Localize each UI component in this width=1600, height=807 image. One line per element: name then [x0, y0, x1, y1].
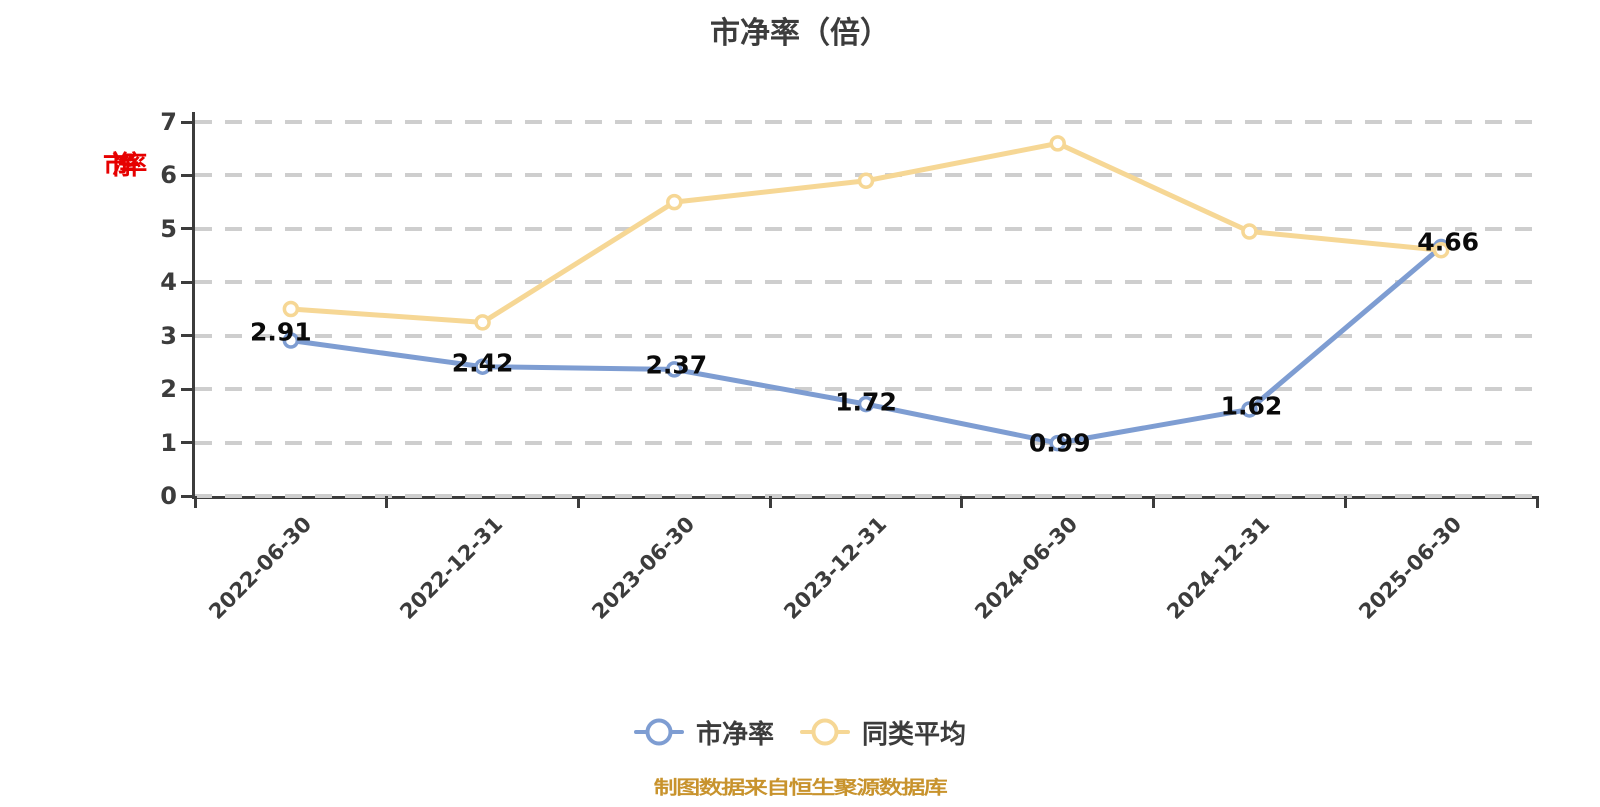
- data-point-marker: [474, 358, 491, 375]
- grid-line: [195, 494, 1537, 498]
- data-point-marker: [857, 172, 875, 190]
- line-circle-marker-icon: [800, 718, 850, 746]
- y-axis-tick-label: 5: [160, 214, 177, 243]
- legend: 市净率 同类平均: [0, 712, 1600, 752]
- y-axis-tick: [181, 280, 192, 284]
- x-axis-tick: [193, 496, 197, 508]
- x-axis-tick: [1343, 496, 1347, 508]
- x-axis-tick: [768, 496, 772, 508]
- x-axis-tick: [1152, 496, 1156, 508]
- series-line: [290, 140, 1442, 325]
- line-chart-svg: [282, 135, 1450, 452]
- y-axis-tick: [181, 173, 192, 177]
- grid-line: [195, 226, 1537, 231]
- y-axis-tick: [181, 227, 192, 231]
- x-axis-tick: [576, 496, 580, 508]
- x-axis-tick: [960, 496, 964, 508]
- data-point-marker: [666, 193, 683, 211]
- data-point-marker: [1241, 401, 1258, 418]
- data-point-marker: [474, 314, 491, 331]
- grid-line: [195, 387, 1537, 392]
- data-point-value-label: 2.42: [451, 348, 514, 378]
- legend-label: 同类平均: [862, 719, 967, 750]
- x-axis-tick: [1535, 496, 1539, 508]
- data-point-marker: [1432, 241, 1450, 259]
- data-point-marker: [857, 395, 875, 413]
- data-point-value-label: 1.72: [835, 387, 897, 417]
- y-axis-tick: [181, 494, 192, 498]
- y-axis-tick: [181, 441, 192, 445]
- data-point-value-label: 2.91: [250, 317, 312, 347]
- y-axis-tick-label: 1: [160, 428, 177, 457]
- x-axis-tick: [385, 496, 389, 508]
- data-point-marker: [282, 332, 300, 349]
- y-axis-tick: [181, 334, 192, 338]
- data-point-marker: [282, 300, 300, 318]
- data-point-value-label: 4.66: [1417, 227, 1479, 257]
- y-axis-tick-label: 3: [160, 321, 177, 350]
- chart-title: 市净率（倍）: [710, 16, 890, 51]
- data-point-marker: [666, 361, 683, 378]
- grid-line: [195, 280, 1537, 285]
- y-axis-tick: [181, 120, 192, 124]
- y-axis-tick-label: 2: [160, 375, 177, 404]
- line-circle-marker-icon: [633, 718, 684, 746]
- y-axis-line-extension: [192, 112, 195, 122]
- data-point-marker: [1241, 223, 1258, 240]
- data-point-value-label: 2.37: [645, 350, 708, 380]
- legend-item-category-average[interactable]: 同类平均: [800, 714, 966, 751]
- y-axis-tick-label: 6: [160, 161, 177, 190]
- y-axis-tick: [181, 387, 192, 391]
- legend-label: 市净率: [695, 719, 774, 750]
- data-point-marker: [1049, 135, 1066, 152]
- data-source-note: 制图数据来自恒生聚源数据库: [653, 776, 948, 799]
- grid-line: [195, 440, 1537, 445]
- y-axis-name-label: 市净率: [103, 151, 147, 181]
- data-point-value-label: 0.99: [1028, 428, 1091, 458]
- y-axis-tick-label: 7: [160, 108, 177, 136]
- grid-line: [195, 333, 1537, 338]
- y-axis-tick-label: 4: [160, 268, 177, 297]
- grid-line: [195, 120, 1537, 124]
- data-point-value-label: 1.62: [1220, 391, 1283, 421]
- data-point-marker: [1049, 434, 1066, 452]
- y-axis-tick-label: 0: [160, 482, 177, 510]
- legend-item-pb-ratio[interactable]: 市净率: [633, 714, 774, 751]
